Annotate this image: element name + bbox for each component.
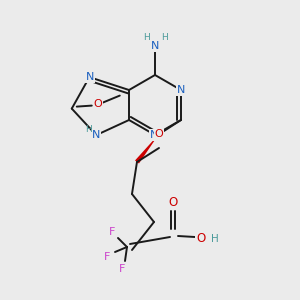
Text: N: N (92, 130, 100, 140)
Text: O: O (168, 196, 178, 208)
Text: N: N (150, 130, 158, 140)
Text: H: H (85, 124, 92, 134)
Text: O: O (154, 129, 164, 139)
Text: H: H (211, 234, 219, 244)
Polygon shape (135, 134, 159, 164)
Text: O: O (93, 99, 102, 109)
Text: F: F (109, 227, 115, 237)
Text: H: H (160, 32, 167, 41)
Text: H: H (142, 32, 149, 41)
Text: N: N (151, 41, 159, 51)
Text: N: N (86, 72, 94, 82)
Text: F: F (119, 264, 125, 274)
Text: F: F (104, 252, 110, 262)
Text: N: N (177, 85, 185, 95)
Text: O: O (196, 232, 206, 245)
